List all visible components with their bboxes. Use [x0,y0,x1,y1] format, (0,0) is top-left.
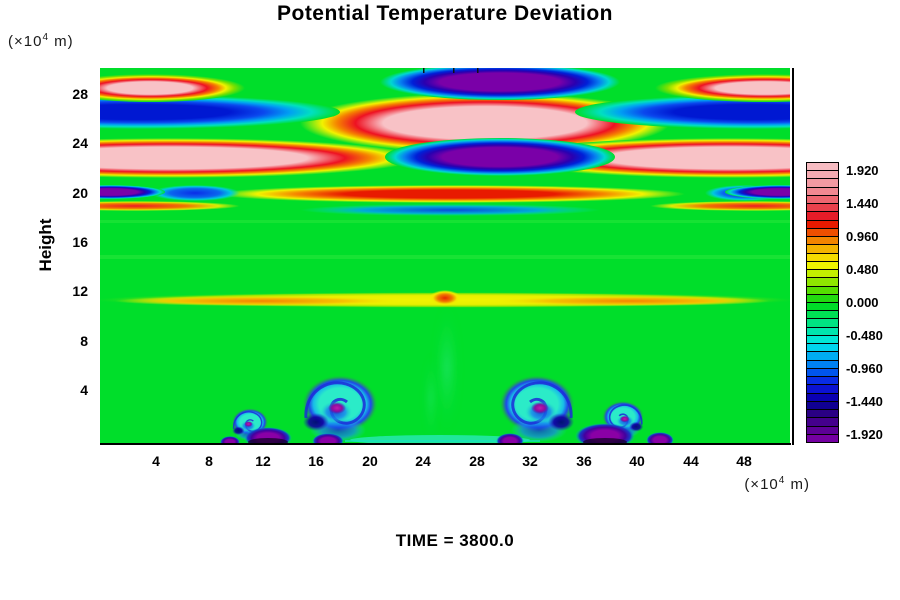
x-tick-label: 8 [205,453,213,469]
y-tick-label: 8 [80,333,88,349]
y-tick-label: 28 [72,86,88,102]
x-unit-exponent: 4 [778,475,786,486]
colorbar-tick-label: 0.000 [846,295,879,310]
temperature-field-svg [100,68,790,443]
x-tick-label: 36 [576,453,592,469]
colorbar-swatches [806,162,839,443]
x-unit-suffix: m) [785,476,810,493]
x-tick-label: 32 [522,453,538,469]
colorbar-tick-label: -0.480 [846,328,883,343]
x-tick-label: 28 [469,453,485,469]
colorbar-tick-label: -1.440 [846,394,883,409]
x-axis-unit-label: (×104 m) [660,475,810,493]
y-unit-prefix: (×10 [8,33,43,50]
chart-title: Potential Temperature Deviation [276,2,614,25]
y-unit-exponent: 4 [42,32,50,43]
plot-bottom-border [100,443,791,445]
y-axis-unit-label: (×104 m) [8,32,74,50]
y-tick-label: 4 [80,382,88,398]
x-tick-label: 20 [362,453,378,469]
x-tick-label: 12 [255,453,271,469]
x-tick-label: 44 [683,453,699,469]
colorbar-tick-label: -0.960 [846,361,883,376]
x-tick-label: 16 [308,453,324,469]
time-label: TIME = 3800.0 [395,531,515,550]
y-tick-label: 20 [72,185,88,201]
colorbar-segment [806,433,839,443]
plot-area [100,68,790,443]
x-tick-label: 4 [152,453,160,469]
colorbar-tick-label: 1.440 [846,196,879,211]
x-unit-prefix: (×10 [744,476,779,493]
y-tick-label: 12 [72,283,88,299]
plot-right-border [792,68,794,445]
colorbar-tick-label: -1.920 [846,427,883,442]
y-unit-suffix: m) [49,33,74,50]
y-tick-label: 24 [72,135,88,151]
x-tick-label: 24 [415,453,431,469]
colorbar-tick-label: 1.920 [846,163,879,178]
colorbar-tick-label: 0.480 [846,262,879,277]
y-tick-label: 16 [72,234,88,250]
x-tick-label: 40 [629,453,645,469]
x-tick-label: 48 [736,453,752,469]
colorbar-tick-label: 0.960 [846,229,879,244]
